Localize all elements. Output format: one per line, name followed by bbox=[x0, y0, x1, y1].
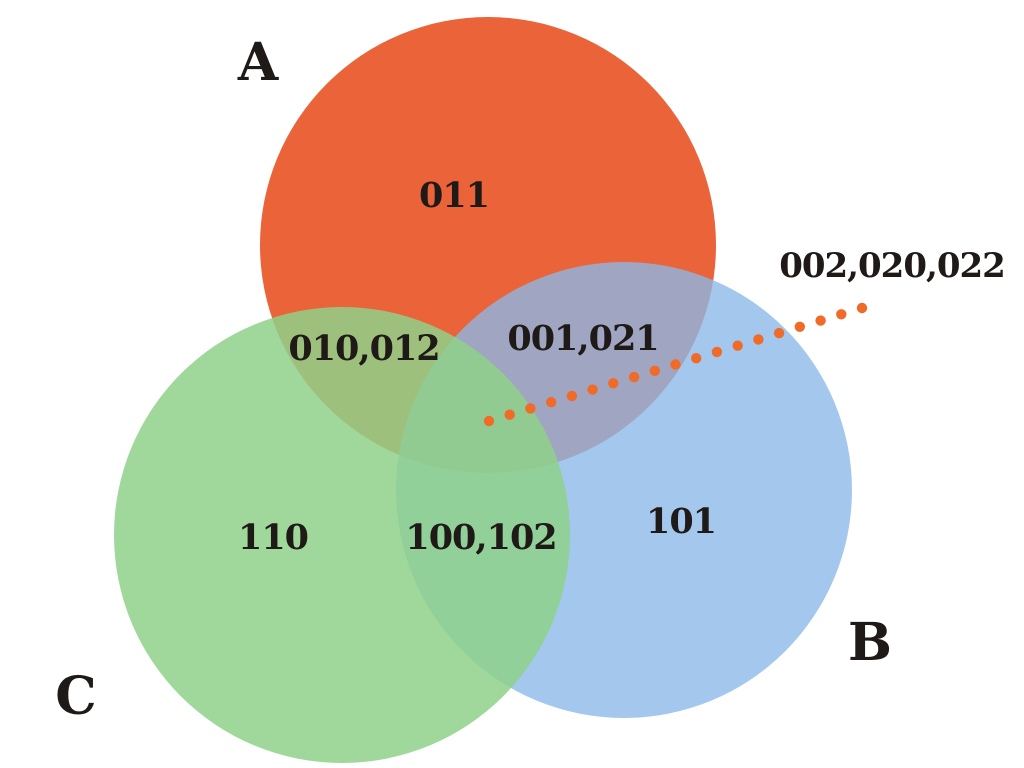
callout-dot bbox=[732, 340, 743, 351]
callout-dot bbox=[773, 327, 785, 339]
callout-dot bbox=[649, 365, 660, 376]
callout-label: 002,020,022 bbox=[779, 246, 1005, 286]
region-a-only-label: 011 bbox=[419, 175, 489, 216]
callout-dot bbox=[608, 378, 619, 389]
callout-dots bbox=[483, 302, 868, 427]
region-b-only-label: 101 bbox=[646, 501, 716, 542]
callout-dot bbox=[670, 359, 681, 370]
region-a-and-c-label: 010,012 bbox=[288, 328, 439, 369]
region-b-and-c-label: 100,102 bbox=[405, 517, 556, 558]
callout-dot bbox=[525, 403, 536, 414]
callout-dot bbox=[566, 390, 578, 402]
callout-dot bbox=[815, 315, 826, 326]
callout-dot bbox=[483, 415, 495, 427]
set-c-label: C bbox=[55, 666, 96, 727]
region-a-and-b-label: 001,021 bbox=[507, 318, 658, 359]
callout-dot bbox=[628, 371, 640, 383]
callout-dot bbox=[711, 346, 723, 358]
callout-dot bbox=[836, 309, 847, 320]
callout-dot bbox=[504, 409, 515, 420]
callout-dot bbox=[856, 302, 868, 314]
set-b-label: B bbox=[848, 612, 892, 673]
callout-dot bbox=[753, 334, 764, 345]
circle-c bbox=[114, 307, 570, 763]
callout-dot bbox=[691, 353, 702, 364]
region-c-only-label: 110 bbox=[238, 517, 308, 558]
set-a-label: A bbox=[237, 32, 279, 93]
callout-dot bbox=[587, 384, 598, 395]
callout-dot bbox=[546, 397, 557, 408]
callout-dot bbox=[794, 321, 805, 332]
